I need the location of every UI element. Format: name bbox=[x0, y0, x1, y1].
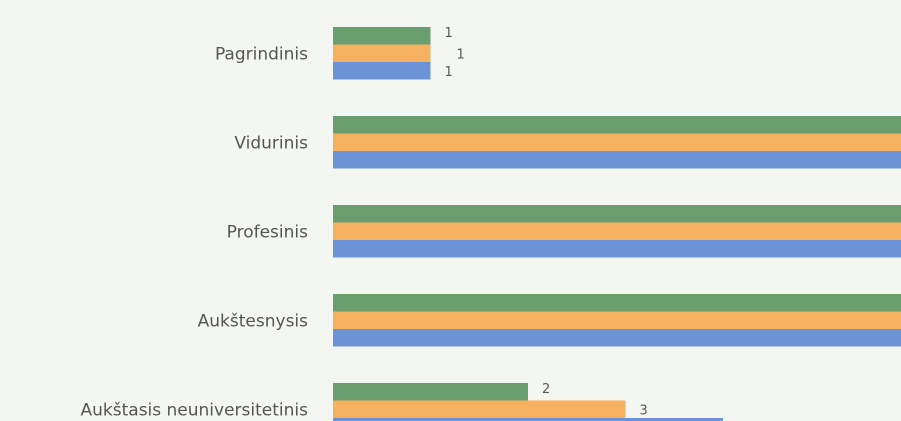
bar bbox=[333, 27, 431, 45]
data-label: 2 bbox=[542, 382, 550, 397]
category-label: Pagrindinis bbox=[215, 44, 308, 64]
data-label: 3 bbox=[640, 403, 648, 418]
bar bbox=[333, 240, 901, 258]
category-label: Aukštesnysis bbox=[198, 311, 309, 331]
data-label: 1 bbox=[445, 65, 453, 80]
data-label: 1 bbox=[457, 47, 465, 62]
bar bbox=[333, 400, 626, 418]
bar bbox=[333, 62, 431, 80]
bar bbox=[333, 116, 901, 134]
category-label: Profesinis bbox=[227, 222, 308, 242]
category-label: Vidurinis bbox=[234, 133, 308, 153]
bars-layer bbox=[333, 27, 901, 421]
bar bbox=[333, 44, 431, 62]
data-label: 1 bbox=[445, 26, 453, 41]
category-label: Aukštasis neuniversitetinis bbox=[81, 400, 309, 420]
bar bbox=[333, 205, 901, 223]
bar bbox=[333, 151, 901, 169]
bar bbox=[333, 133, 901, 151]
bar bbox=[333, 294, 901, 312]
bar bbox=[333, 329, 901, 347]
bar bbox=[333, 418, 723, 421]
bar bbox=[333, 383, 528, 401]
bar bbox=[333, 222, 901, 240]
labels-layer: Pagrindinis111VidurinisProfesinisAukštes… bbox=[81, 26, 746, 421]
bar bbox=[333, 311, 901, 329]
